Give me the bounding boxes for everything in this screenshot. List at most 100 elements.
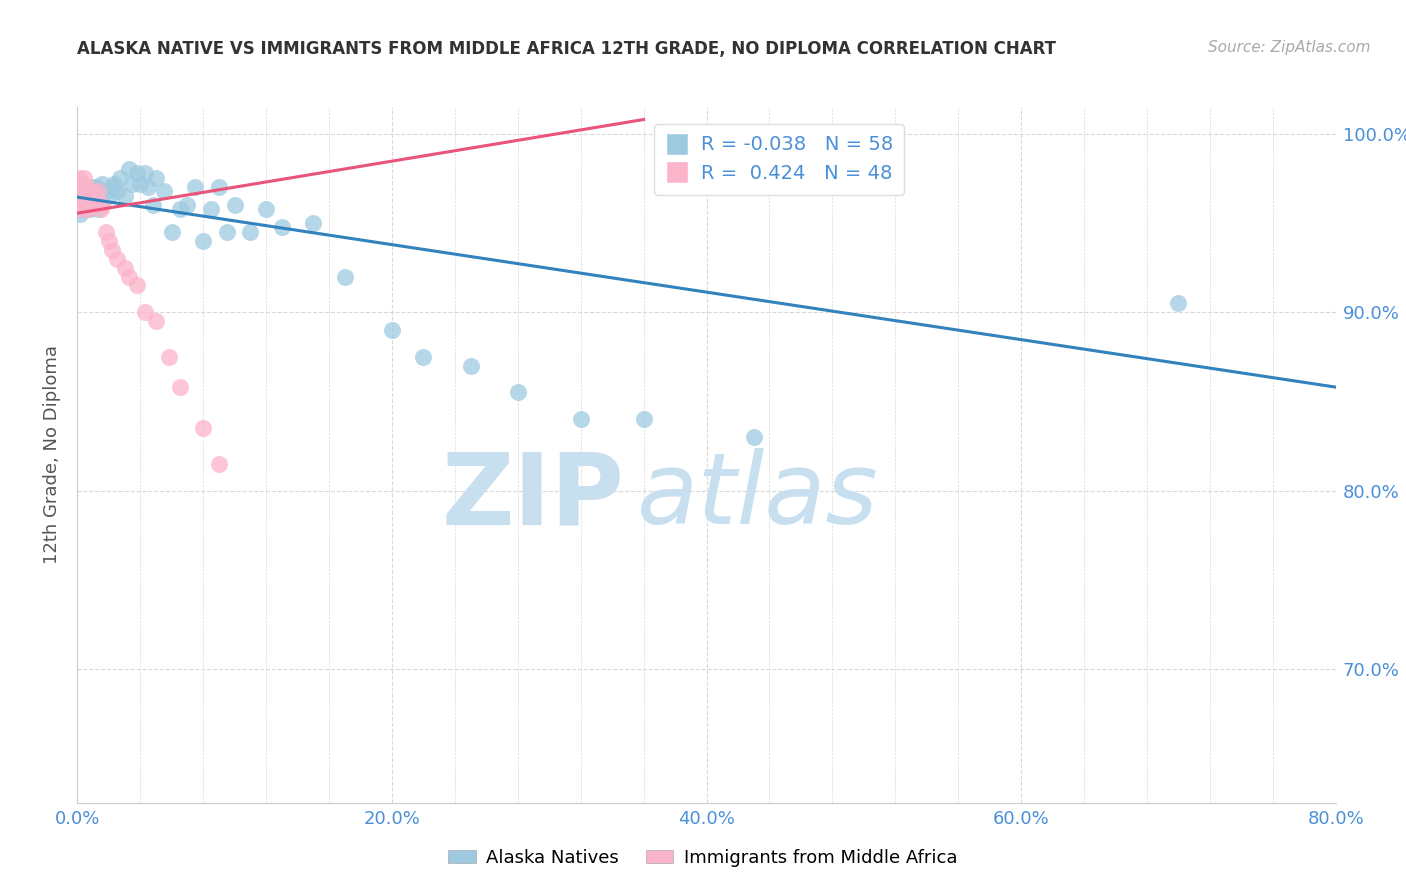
Point xyxy=(70,189,93,203)
Point xyxy=(224,198,246,212)
Point xyxy=(76,202,98,216)
Point xyxy=(67,171,90,186)
Point xyxy=(506,385,529,400)
Text: Source: ZipAtlas.com: Source: ZipAtlas.com xyxy=(1208,40,1371,55)
Point xyxy=(145,171,167,186)
Point xyxy=(80,189,103,203)
Point xyxy=(70,184,93,198)
Point xyxy=(77,194,100,209)
Legend: R = -0.038   N = 58, R =  0.424   N = 48: R = -0.038 N = 58, R = 0.424 N = 48 xyxy=(654,124,904,194)
Point xyxy=(82,198,104,212)
Point xyxy=(460,359,482,373)
Point xyxy=(742,430,765,444)
Point xyxy=(134,305,156,319)
Point xyxy=(270,219,292,234)
Point xyxy=(105,252,128,266)
Point xyxy=(69,198,91,212)
Point xyxy=(70,198,93,212)
Point xyxy=(381,323,404,337)
Point xyxy=(94,225,117,239)
Point xyxy=(84,180,107,194)
Point xyxy=(76,180,98,194)
Point xyxy=(75,184,97,198)
Text: ALASKA NATIVE VS IMMIGRANTS FROM MIDDLE AFRICA 12TH GRADE, NO DIPLOMA CORRELATIO: ALASKA NATIVE VS IMMIGRANTS FROM MIDDLE … xyxy=(77,40,1056,58)
Point xyxy=(127,166,149,180)
Point xyxy=(191,234,215,248)
Point xyxy=(118,269,141,284)
Point xyxy=(75,202,97,216)
Point xyxy=(67,198,90,212)
Point xyxy=(200,202,222,216)
Point xyxy=(114,260,136,275)
Point xyxy=(153,184,176,198)
Point xyxy=(75,189,97,203)
Point xyxy=(87,184,110,198)
Point xyxy=(80,184,103,198)
Point xyxy=(76,198,98,212)
Point xyxy=(84,189,107,203)
Point xyxy=(67,177,90,191)
Point xyxy=(77,189,100,203)
Point xyxy=(75,198,97,212)
Point xyxy=(70,177,93,191)
Point xyxy=(412,350,434,364)
Point xyxy=(67,202,90,216)
Point xyxy=(67,184,90,198)
Point xyxy=(136,180,159,194)
Point xyxy=(569,412,592,426)
Text: ZIP: ZIP xyxy=(441,448,624,545)
Point xyxy=(333,269,356,284)
Point xyxy=(176,198,198,212)
Point xyxy=(215,225,238,239)
Point xyxy=(157,350,180,364)
Point xyxy=(129,177,152,191)
Point xyxy=(103,177,125,191)
Point xyxy=(191,421,215,435)
Point xyxy=(72,189,94,203)
Point xyxy=(90,198,112,212)
Point xyxy=(94,184,117,198)
Point xyxy=(72,171,94,186)
Point xyxy=(66,198,89,212)
Text: atlas: atlas xyxy=(637,448,879,545)
Point xyxy=(82,180,104,194)
Point xyxy=(75,180,97,194)
Point xyxy=(72,202,94,216)
Point xyxy=(69,189,91,203)
Point xyxy=(79,189,101,203)
Point xyxy=(67,189,90,203)
Point xyxy=(121,177,143,191)
Point xyxy=(114,189,136,203)
Point xyxy=(69,207,91,221)
Point xyxy=(1167,296,1189,310)
Point xyxy=(108,171,131,186)
Point xyxy=(118,162,141,177)
Point xyxy=(208,180,231,194)
Legend: Alaska Natives, Immigrants from Middle Africa: Alaska Natives, Immigrants from Middle A… xyxy=(441,842,965,874)
Point xyxy=(83,189,105,203)
Point xyxy=(127,278,149,293)
Point xyxy=(97,189,120,203)
Point xyxy=(169,202,191,216)
Point xyxy=(134,166,156,180)
Point xyxy=(142,198,165,212)
Point xyxy=(239,225,262,239)
Point xyxy=(97,234,120,248)
Y-axis label: 12th Grade, No Diploma: 12th Grade, No Diploma xyxy=(42,345,60,565)
Point xyxy=(101,243,124,257)
Point xyxy=(91,177,114,191)
Point xyxy=(89,189,111,203)
Point xyxy=(72,189,94,203)
Point xyxy=(169,380,191,394)
Point xyxy=(76,189,98,203)
Point xyxy=(160,225,183,239)
Point xyxy=(145,314,167,328)
Point xyxy=(302,216,325,230)
Point xyxy=(91,198,114,212)
Point xyxy=(87,202,110,216)
Point xyxy=(83,193,105,207)
Point xyxy=(72,198,94,212)
Point xyxy=(82,198,104,212)
Point xyxy=(633,412,655,426)
Point xyxy=(101,180,124,194)
